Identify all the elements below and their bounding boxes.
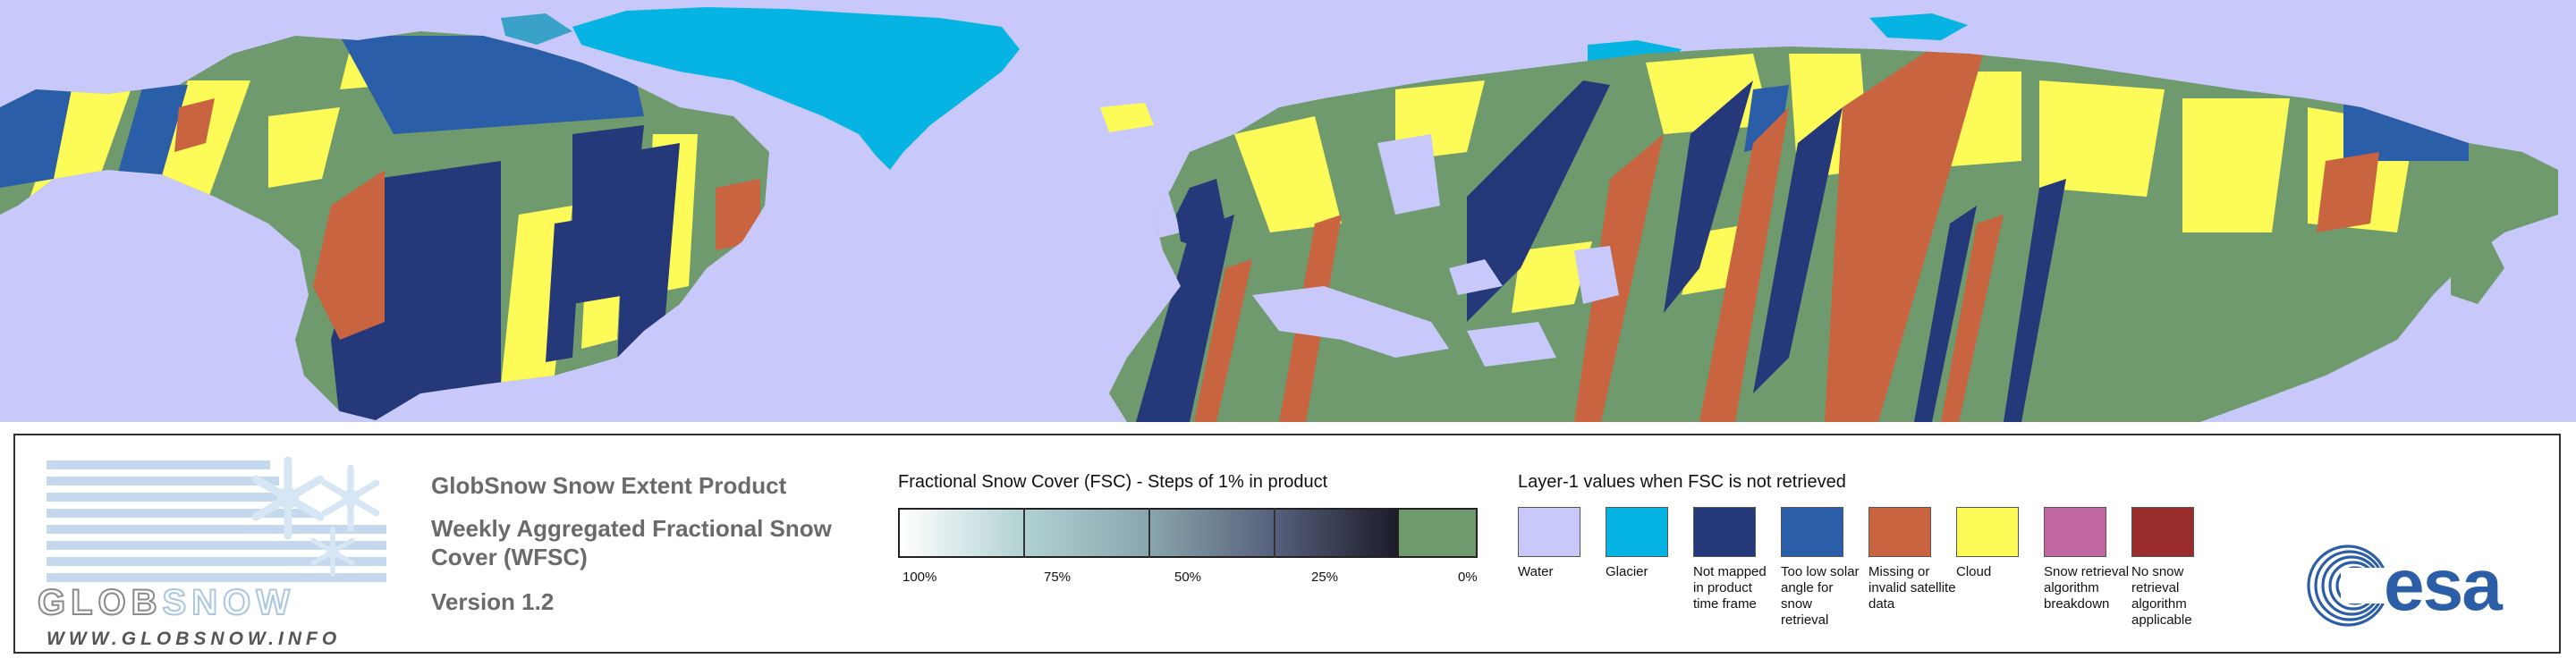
japan — [2451, 232, 2504, 304]
fsc-tick-label: 25% — [1311, 570, 1339, 585]
logo-stripe — [47, 477, 279, 485]
logo-stripe — [47, 541, 386, 550]
logo-stripe — [47, 525, 386, 534]
logo-stripe — [47, 557, 386, 566]
snowflake-icon — [310, 527, 355, 577]
fsc-tick-label: 100% — [902, 570, 937, 585]
fsc-tick-label: 50% — [1174, 570, 1202, 585]
label-cloud: Cloud — [1956, 564, 1992, 579]
globsnow-logo: GLOBSNOW WWW.GLOBSNOW.INFO — [37, 453, 404, 649]
fsc-gradient-tick — [1274, 508, 1275, 558]
swatch-low-solar-angle — [1781, 507, 1843, 557]
label-glacier: Glacier — [1606, 564, 1648, 579]
swatch-glacier — [1606, 507, 1668, 557]
logo-stripe — [47, 573, 386, 582]
layer1-legend-title: Layer-1 values when FSC is not retrieved — [1518, 472, 1846, 492]
north-america — [0, 31, 769, 420]
fsc-tick-label: 0% — [1458, 570, 1478, 585]
label-no-algorithm: No snow retrieval algorithm applicable — [2131, 564, 2192, 628]
swatch-not-mapped — [1693, 507, 1756, 557]
esa-globe-icon — [2307, 545, 2385, 627]
map-canvas — [0, 7, 2558, 422]
swatch-missing-data — [1868, 507, 1931, 557]
fsc-gradient-tick — [1023, 508, 1025, 558]
label-low-solar-angle: Too low solar angle for snow retrieval — [1781, 564, 1860, 628]
eurasia — [1109, 46, 2558, 422]
label-missing-data: Missing or invalid satellite data — [1868, 564, 1956, 612]
snowflake-icon — [251, 456, 325, 540]
product-version: Version 1.2 — [431, 588, 555, 615]
esa-logo: esa — [2305, 541, 2555, 639]
swatch-algorithm-breakdown — [2044, 507, 2106, 557]
fsc-tick-label: 75% — [1044, 570, 1072, 585]
legend-panel: GLOBSNOW WWW.GLOBSNOW.INFO GlobSnow Snow… — [13, 434, 2561, 654]
label-algorithm-breakdown: Snow retrieval algorithm breakdown — [2044, 564, 2130, 612]
swatch-water — [1518, 507, 1580, 557]
wordmark-snow: SNOW — [162, 582, 295, 623]
label-not-mapped: Not mapped in product time frame — [1693, 564, 1767, 612]
fsc-gradient-tick — [1148, 508, 1150, 558]
logo-stripe — [47, 509, 315, 518]
product-subtitle: Weekly Aggregated Fractional Snow Cover … — [431, 515, 832, 570]
globsnow-url: WWW.GLOBSNOW.INFO — [47, 629, 342, 649]
logo-stripe — [47, 460, 270, 469]
logo-stripe — [47, 493, 288, 502]
swatch-no-algorithm — [2131, 507, 2194, 557]
product-title: GlobSnow Snow Extent Product — [431, 472, 787, 499]
esa-wordmark: esa — [2384, 545, 2503, 626]
fsc-snow-free-swatch — [1399, 508, 1478, 558]
globsnow-wordmark: GLOBSNOW — [37, 582, 395, 623]
greenland-glacier — [572, 7, 1020, 170]
fsc-legend-title: Fractional Snow Cover (FSC) - Steps of 1… — [898, 472, 1328, 492]
arctic-islands-glacier — [501, 13, 572, 45]
label-water: Water — [1518, 564, 1554, 579]
novaya-glacier — [1869, 13, 1968, 40]
wordmark-glob: GLOB — [37, 582, 163, 623]
snowflake-icon — [321, 464, 380, 532]
swatch-cloud — [1956, 507, 2019, 557]
iceland — [1100, 103, 1154, 132]
snow-extent-map — [0, 0, 2576, 422]
british-isles — [1176, 179, 1225, 250]
